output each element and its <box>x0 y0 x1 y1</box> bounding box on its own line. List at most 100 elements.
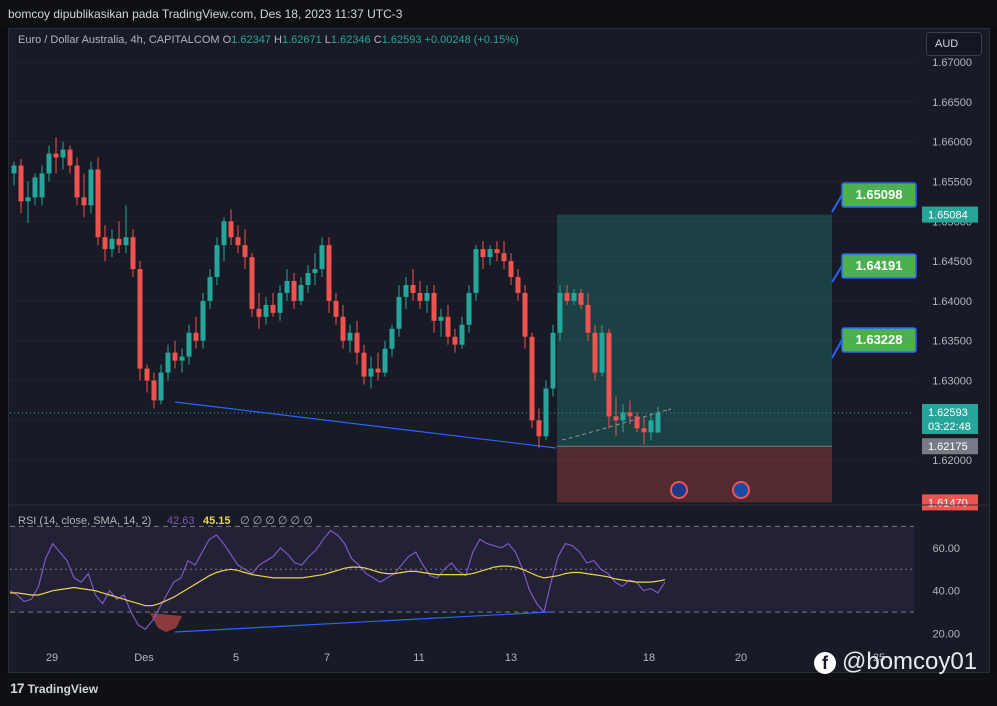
australia-flag-icon[interactable] <box>670 481 688 499</box>
candle-body <box>312 269 318 274</box>
price-axis-label: 1.67000 <box>932 57 972 69</box>
candle-body <box>515 277 521 293</box>
candle-body <box>137 269 143 369</box>
rsi-legend-label: RSI (14, close, SMA, 14, 2) <box>18 515 151 527</box>
candle-body <box>578 292 584 305</box>
candle-body <box>151 380 157 401</box>
price-callout[interactable] <box>841 253 917 279</box>
stop-price-tag-label: 1.61470 <box>928 497 968 509</box>
price-callout[interactable] <box>841 327 917 353</box>
target-price-tag <box>922 206 978 223</box>
last-price-tag <box>922 403 978 434</box>
price-axis-label: 1.63500 <box>932 336 972 348</box>
stop-price-tag <box>922 494 978 511</box>
close-label: C <box>373 34 382 46</box>
candle-body <box>543 388 549 437</box>
candle-body <box>445 316 451 337</box>
candle-body <box>235 237 241 246</box>
candle-body <box>319 245 325 270</box>
candle-body <box>431 292 437 321</box>
time-axis-label: 29 <box>46 652 58 664</box>
high-label: H <box>274 34 282 46</box>
candle-body <box>60 149 66 158</box>
candle-body <box>459 324 465 345</box>
eu-flag-icon[interactable] <box>732 481 750 499</box>
callout-pointer <box>831 339 843 359</box>
candle-body <box>39 173 45 198</box>
candle-body <box>18 165 24 202</box>
candle-body <box>368 368 374 377</box>
rsi-axis-label: 40.00 <box>932 586 960 598</box>
price-axis-label: 1.64000 <box>932 296 972 308</box>
candle-body <box>179 356 185 361</box>
candle-body <box>424 292 430 301</box>
candle-body <box>571 292 577 301</box>
change-value: +0.00248 (+0.15%) <box>424 34 519 46</box>
candle-body <box>641 428 647 433</box>
candle-body <box>333 300 339 317</box>
candle-body <box>396 296 402 329</box>
callout-pointer <box>831 265 843 283</box>
price-callout-label: 1.65098 <box>856 187 903 202</box>
candle-body <box>95 169 101 238</box>
time-axis-label: 13 <box>505 652 517 664</box>
rsi-trendline[interactable] <box>174 611 551 633</box>
price-axis-label: 1.65500 <box>932 176 972 188</box>
footer-bar <box>0 674 997 706</box>
tradingview-wordmark: TradingView <box>27 682 99 696</box>
candle-body <box>74 165 80 198</box>
candle-body <box>67 149 73 166</box>
time-axis-label: 18 <box>643 652 655 664</box>
entry-price-tag-label: 1.62175 <box>928 441 968 453</box>
candle-body <box>263 304 269 317</box>
rsi-extra-values: ∅ ∅ ∅ ∅ ∅ ∅ <box>240 515 313 527</box>
candle-body <box>606 332 612 417</box>
candle-body <box>354 332 360 353</box>
callout-pointer <box>831 194 843 213</box>
candle-body <box>620 412 626 421</box>
time-axis-label: 5 <box>233 652 239 664</box>
publisher-bar: bomcoy dipublikasikan pada TradingView.c… <box>0 0 997 28</box>
candle-body <box>417 292 423 301</box>
chart-panel[interactable] <box>8 28 990 673</box>
publisher-text: bomcoy dipublikasikan pada TradingView.c… <box>8 7 403 21</box>
candle-body <box>221 221 227 246</box>
candle-body <box>326 245 332 301</box>
candle-body <box>291 280 297 301</box>
tv-logo-icon: 17 <box>10 680 25 696</box>
candle-body <box>165 352 171 373</box>
candle-body <box>249 257 255 309</box>
candle-body <box>186 332 192 357</box>
price-axis-label: 1.64500 <box>932 256 972 268</box>
stop-zone[interactable] <box>557 446 832 503</box>
candle-body <box>361 352 367 377</box>
price-axis-label: 1.66500 <box>932 97 972 109</box>
rsi-sma-line <box>10 565 666 607</box>
currency-button[interactable]: AUD <box>926 32 982 56</box>
price-trendline[interactable] <box>174 401 557 449</box>
candle-body <box>585 304 591 333</box>
candle-body <box>487 249 493 258</box>
candle-body <box>11 165 17 174</box>
target-price-tag-label: 1.65084 <box>928 210 968 222</box>
low-label: L <box>324 34 331 46</box>
candle-body <box>123 237 129 246</box>
time-axis-label: 25 <box>873 652 885 664</box>
candle-body <box>46 153 52 174</box>
candle-body <box>172 352 178 361</box>
target-zone[interactable] <box>557 214 832 447</box>
social-watermark: f @bomcoy01 <box>814 648 977 676</box>
candle-body <box>116 238 122 246</box>
time-axis-label: 20 <box>735 652 747 664</box>
open-label: O <box>222 34 232 46</box>
time-axis-label: 7 <box>324 652 330 664</box>
tradingview-logo[interactable]: 17 TradingView <box>10 680 98 696</box>
candle-body <box>298 284 304 301</box>
candle-body <box>403 284 409 297</box>
candle-body <box>627 412 633 417</box>
candle-body <box>389 328 395 349</box>
candle-body <box>284 280 290 293</box>
rsi-sma-value: 45.15 <box>203 515 231 527</box>
price-callout[interactable] <box>841 182 917 208</box>
